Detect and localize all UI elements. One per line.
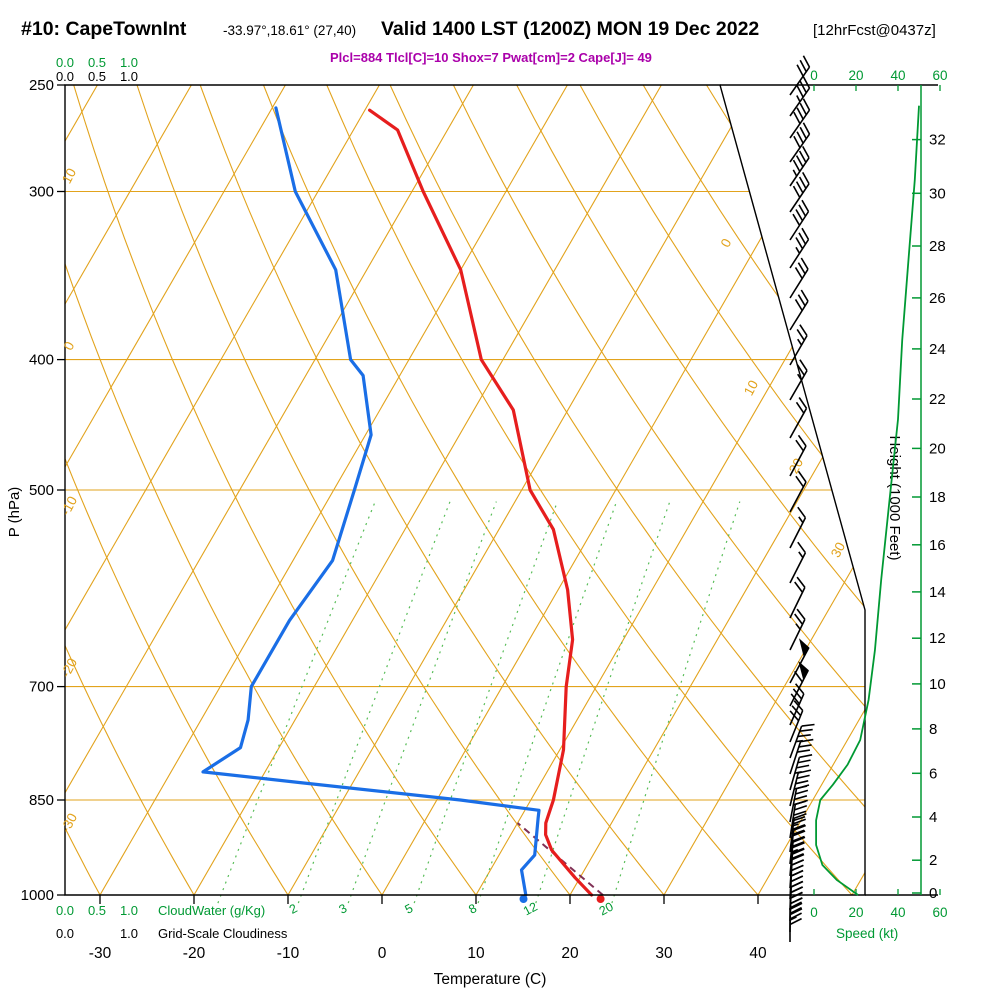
svg-text:30: 30 xyxy=(929,185,946,202)
speed-axis-label: Speed (kt) xyxy=(836,926,899,941)
cloudiness-tick: 1.0 xyxy=(119,69,139,84)
cloudwater-scale-top: 0.0 0.5 1.0 xyxy=(49,55,145,70)
svg-text:2: 2 xyxy=(929,852,937,869)
forecast-info: [12hrFcst@0437z] xyxy=(813,22,936,39)
svg-text:300: 300 xyxy=(29,184,54,201)
svg-text:20: 20 xyxy=(848,905,863,920)
valid-time: Valid 1400 LST (1200Z) MON 19 Dec 2022 xyxy=(381,18,760,40)
plot-border xyxy=(64,84,866,896)
svg-text:500: 500 xyxy=(29,482,54,499)
svg-text:0: 0 xyxy=(810,68,818,83)
cloudwater-tick: 1.0 xyxy=(119,55,139,70)
svg-text:3: 3 xyxy=(337,901,350,917)
svg-text:Height (1000 Feet): Height (1000 Feet) xyxy=(886,435,903,560)
svg-text:22: 22 xyxy=(929,391,946,408)
svg-text:40: 40 xyxy=(890,905,905,920)
surface-dewpoint-dot xyxy=(519,895,528,903)
svg-text:0: 0 xyxy=(61,339,78,353)
svg-text:10: 10 xyxy=(929,676,946,693)
svg-text:40: 40 xyxy=(749,945,767,962)
cloudwater-tick: 0.5 xyxy=(87,55,107,70)
station-coords: -33.97°,18.61° (27,40) xyxy=(223,23,357,38)
svg-text:12: 12 xyxy=(521,900,540,919)
svg-text:18: 18 xyxy=(929,489,946,506)
temperature-curve xyxy=(368,108,594,897)
svg-text:0: 0 xyxy=(810,905,818,920)
cloudiness-tick: 0.0 xyxy=(55,926,75,941)
svg-text:250: 250 xyxy=(29,77,54,94)
svg-text:20: 20 xyxy=(561,945,579,962)
svg-text:26: 26 xyxy=(929,290,946,307)
pressure-axis: 250 300 400 500 700 850 1000 P (hPa) xyxy=(6,77,65,904)
svg-text:20: 20 xyxy=(929,440,946,457)
cloudwater-tick: 0.0 xyxy=(55,903,75,918)
svg-text:20: 20 xyxy=(848,68,863,83)
svg-text:5: 5 xyxy=(403,901,416,917)
svg-text:40: 40 xyxy=(890,68,905,83)
svg-text:28: 28 xyxy=(929,238,946,255)
cloudwater-axis-label: CloudWater (g/Kg) xyxy=(158,903,266,918)
sounding-indices: Plcl=884 Tlcl[C]=10 Shox=7 Pwat[cm]=2 Ca… xyxy=(330,50,652,65)
svg-text:850: 850 xyxy=(29,792,54,809)
svg-text:P (hPa): P (hPa) xyxy=(6,487,23,538)
svg-text:400: 400 xyxy=(29,352,54,369)
cloudiness-axis-label: Grid-Scale Cloudiness xyxy=(158,926,288,941)
svg-text:6: 6 xyxy=(929,765,937,782)
svg-text:16: 16 xyxy=(929,537,946,554)
svg-text:60: 60 xyxy=(932,68,947,83)
dewpoint-curve xyxy=(201,106,541,897)
svg-text:-10: -10 xyxy=(277,945,300,962)
svg-text:12: 12 xyxy=(929,630,946,647)
svg-text:10: 10 xyxy=(59,166,79,186)
svg-text:0: 0 xyxy=(378,945,387,962)
cloudwater-scale-bottom: 0.0 0.5 1.0 xyxy=(49,903,145,918)
cloudwater-tick: 0.5 xyxy=(87,903,107,918)
svg-text:0: 0 xyxy=(718,236,735,250)
cloudiness-tick: 0.5 xyxy=(87,69,107,84)
cloudiness-scale-top: 0.0 0.5 1.0 xyxy=(49,69,145,84)
svg-text:-30: -30 xyxy=(89,945,112,962)
diagonal-grid-labels: 100-10-20-300102030 xyxy=(58,166,848,835)
parcel-path xyxy=(516,822,604,896)
svg-text:-30: -30 xyxy=(58,811,80,835)
cloudwater-tick: 1.0 xyxy=(119,903,139,918)
svg-text:32: 32 xyxy=(929,132,946,149)
cloudiness-tick xyxy=(81,926,113,941)
wind-barbs xyxy=(789,55,815,942)
svg-text:30: 30 xyxy=(828,540,848,560)
station-title: #10: CapeTownInt xyxy=(21,18,187,40)
svg-text:30: 30 xyxy=(655,945,673,962)
svg-text:0: 0 xyxy=(929,885,937,902)
svg-text:-20: -20 xyxy=(183,945,206,962)
surface-temperature-dot xyxy=(596,895,605,903)
cloudiness-tick: 0.0 xyxy=(55,69,75,84)
svg-text:24: 24 xyxy=(929,341,946,358)
svg-text:20: 20 xyxy=(597,900,616,919)
svg-text:8: 8 xyxy=(466,901,479,917)
cloudiness-scale-bottom: 0.0 1.0 xyxy=(49,926,145,941)
cloudwater-tick: 0.0 xyxy=(55,55,75,70)
svg-text:60: 60 xyxy=(932,905,947,920)
temperature-axis-label: Temperature (C) xyxy=(433,971,547,988)
svg-text:700: 700 xyxy=(29,679,54,696)
svg-text:1000: 1000 xyxy=(21,887,54,904)
cloudiness-tick: 1.0 xyxy=(119,926,139,941)
svg-text:14: 14 xyxy=(929,584,946,601)
svg-text:10: 10 xyxy=(741,378,761,398)
temperature-axis: -30 -20 -10 0 10 20 30 40 xyxy=(89,895,767,962)
svg-text:10: 10 xyxy=(467,945,485,962)
svg-text:-10: -10 xyxy=(58,494,80,518)
svg-text:-20: -20 xyxy=(58,656,80,680)
svg-text:2: 2 xyxy=(287,901,300,917)
wind-speed-curve xyxy=(815,105,920,896)
svg-text:4: 4 xyxy=(929,809,937,826)
svg-text:8: 8 xyxy=(929,721,937,738)
skewt-grid xyxy=(65,85,865,895)
